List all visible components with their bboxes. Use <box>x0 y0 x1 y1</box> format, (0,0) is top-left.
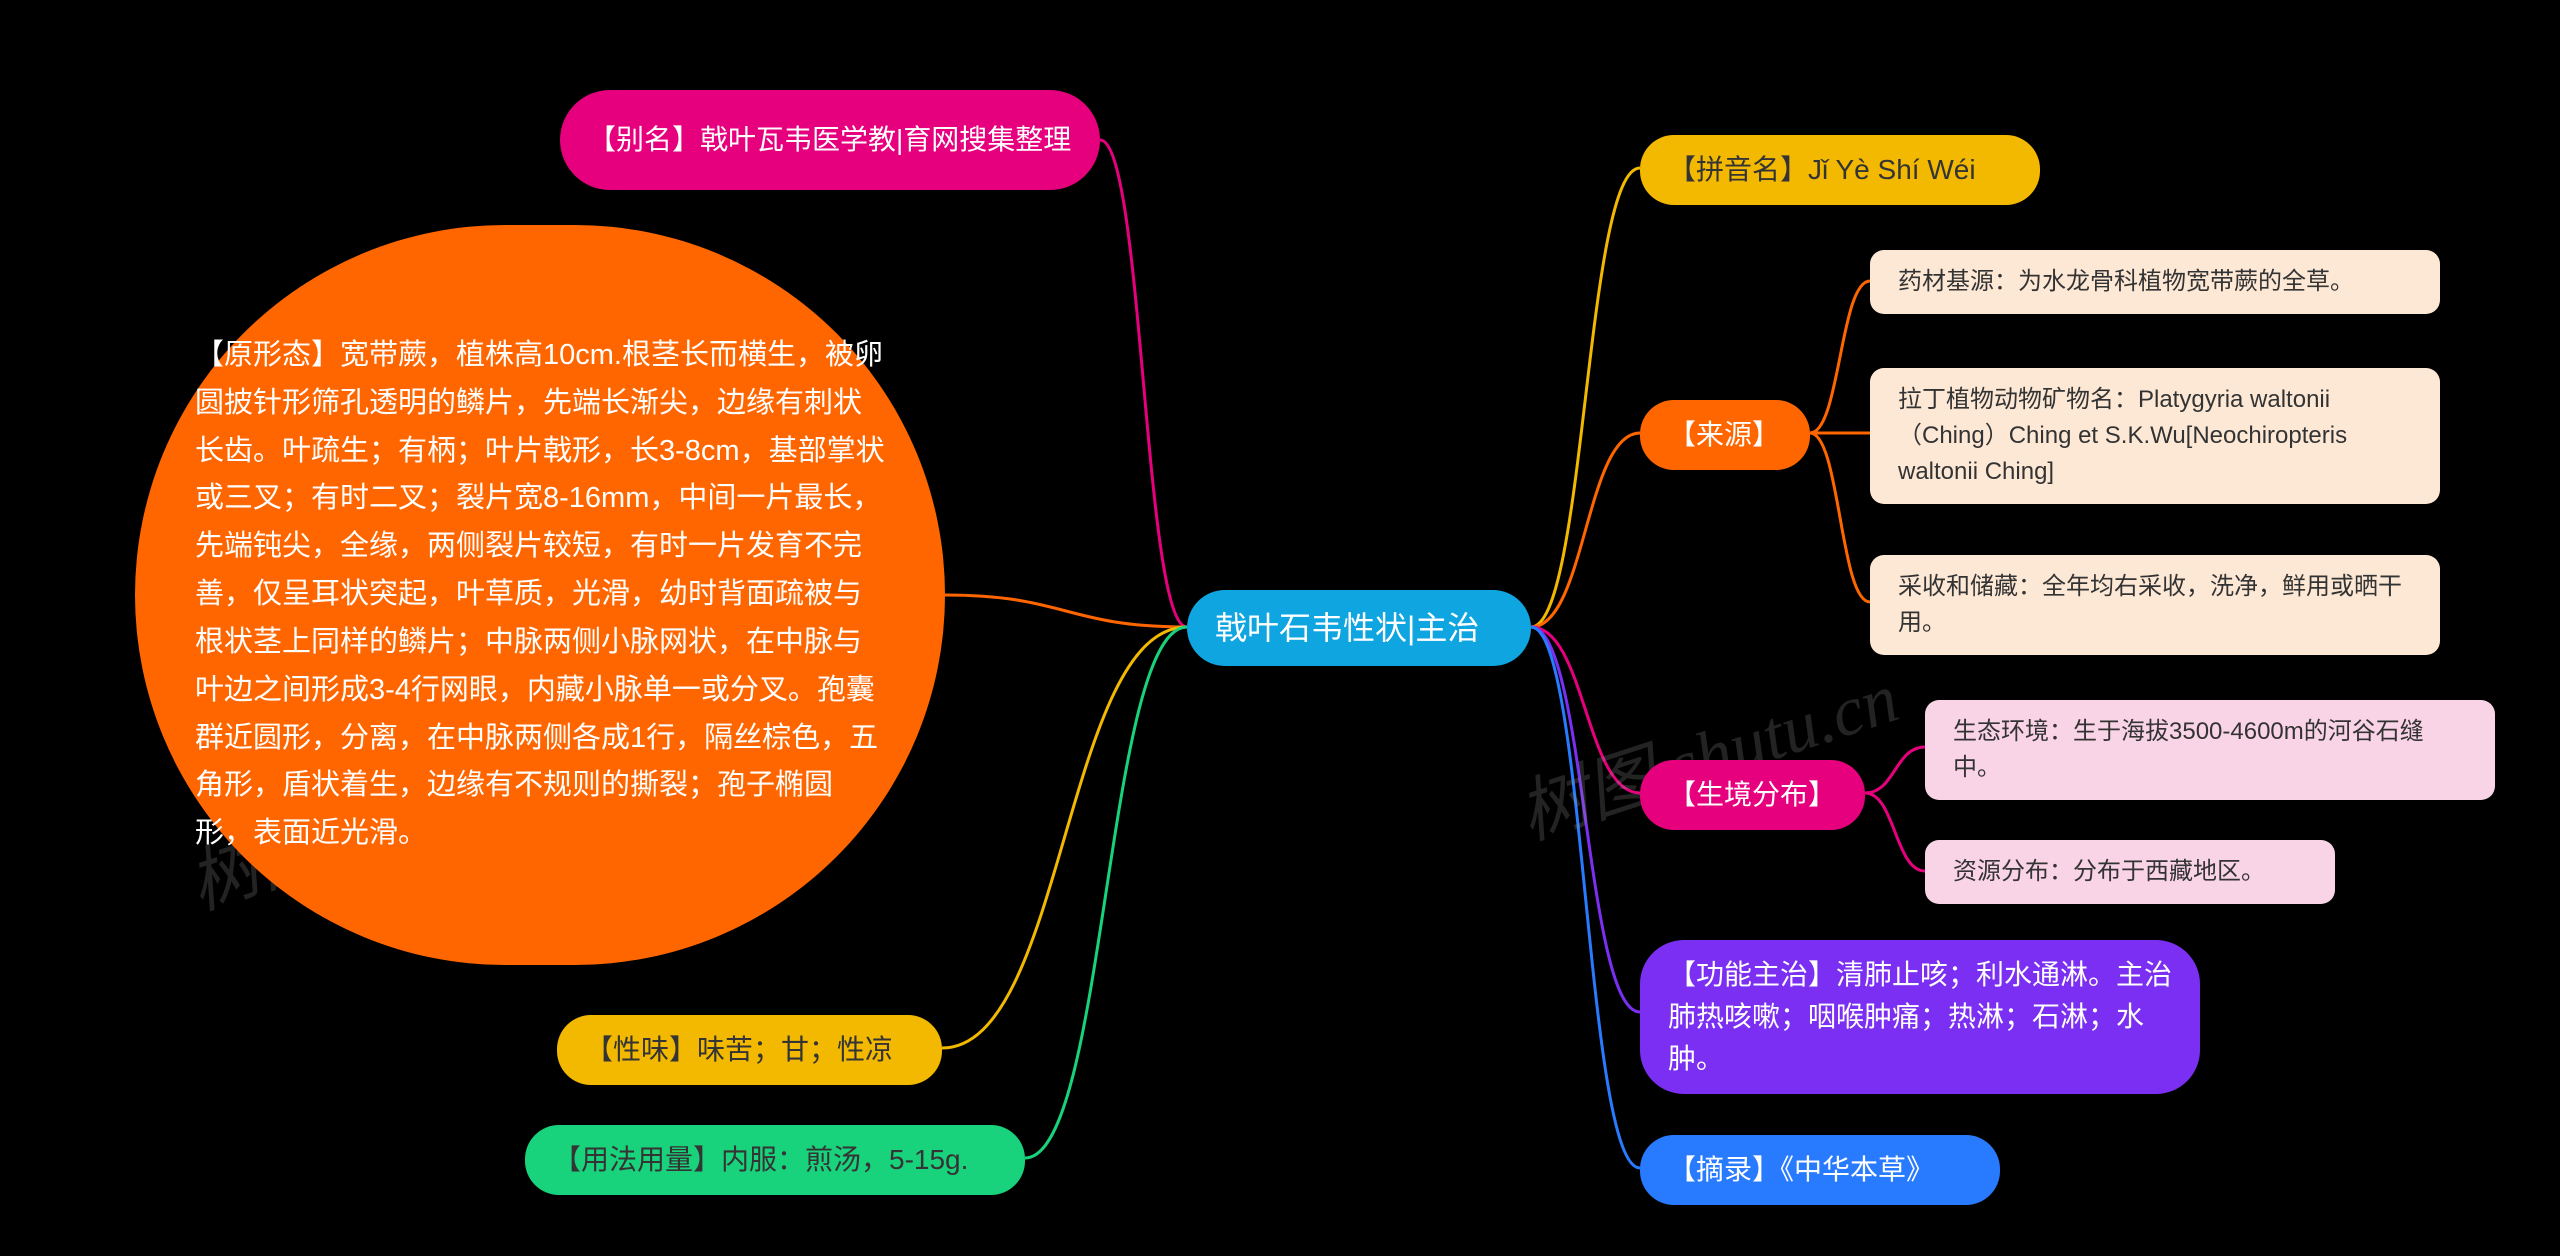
node-label: 【原形态】宽带蕨，植株高10cm.根茎长而横生，被卵圆披针形筛孔透明的鳞片，先端… <box>195 332 885 858</box>
node-source-child[interactable]: 拉丁植物动物矿物名：Platygyria waltonii（Ching）Chin… <box>1870 368 2440 504</box>
node-label: 【来源】 <box>1668 414 1780 456</box>
node-label: 【别名】戟叶瓦韦医学教|育网搜集整理 <box>588 119 1071 161</box>
node-morphology[interactable]: 【原形态】宽带蕨，植株高10cm.根茎长而横生，被卵圆披针形筛孔透明的鳞片，先端… <box>135 225 945 965</box>
node-label: 【摘录】《中华本草》 <box>1668 1149 1934 1191</box>
node-habitat[interactable]: 【生境分布】 <box>1640 760 1865 830</box>
mindmap-canvas: 树图 shutu.cn 树图 shutu.cn 戟叶石韦性状|主治 【别名】戟叶… <box>0 0 2560 1256</box>
node-label: 资源分布：分布于西藏地区。 <box>1953 854 2265 890</box>
node-label: 【拼音名】Jǐ Yè Shí Wéi <box>1668 149 1976 191</box>
node-taste[interactable]: 【性味】味苦；甘；性凉 <box>557 1015 942 1085</box>
node-habitat-child[interactable]: 生态环境：生于海拔3500-4600m的河谷石缝中。 <box>1925 700 2495 800</box>
node-pinyin[interactable]: 【拼音名】Jǐ Yè Shí Wéi <box>1640 135 2040 205</box>
root-label: 戟叶石韦性状|主治 <box>1215 604 1479 652</box>
node-label: 药材基源：为水龙骨科植物宽带蕨的全草。 <box>1898 264 2354 300</box>
node-label: 拉丁植物动物矿物名：Platygyria waltonii（Ching）Chin… <box>1898 382 2412 490</box>
node-source[interactable]: 【来源】 <box>1640 400 1810 470</box>
node-label: 采收和储藏：全年均右采收，洗净，鲜用或晒干用。 <box>1898 569 2412 641</box>
node-excerpt[interactable]: 【摘录】《中华本草》 <box>1640 1135 2000 1205</box>
node-label: 【生境分布】 <box>1668 774 1836 816</box>
node-label: 【性味】味苦；甘；性凉 <box>585 1029 893 1071</box>
node-dosage[interactable]: 【用法用量】内服：煎汤，5-15g. <box>525 1125 1025 1195</box>
node-habitat-child[interactable]: 资源分布：分布于西藏地区。 <box>1925 840 2335 904</box>
node-alias[interactable]: 【别名】戟叶瓦韦医学教|育网搜集整理 <box>560 90 1100 190</box>
node-label: 生态环境：生于海拔3500-4600m的河谷石缝中。 <box>1953 714 2467 786</box>
node-label: 【用法用量】内服：煎汤，5-15g. <box>553 1139 968 1181</box>
node-source-child[interactable]: 药材基源：为水龙骨科植物宽带蕨的全草。 <box>1870 250 2440 314</box>
node-source-child[interactable]: 采收和储藏：全年均右采收，洗净，鲜用或晒干用。 <box>1870 555 2440 655</box>
node-function[interactable]: 【功能主治】清肺止咳；利水通淋。主治肺热咳嗽；咽喉肿痛；热淋；石淋；水肿。 <box>1640 940 2200 1094</box>
node-label: 【功能主治】清肺止咳；利水通淋。主治肺热咳嗽；咽喉肿痛；热淋；石淋；水肿。 <box>1668 954 2172 1080</box>
root-node[interactable]: 戟叶石韦性状|主治 <box>1187 590 1531 666</box>
